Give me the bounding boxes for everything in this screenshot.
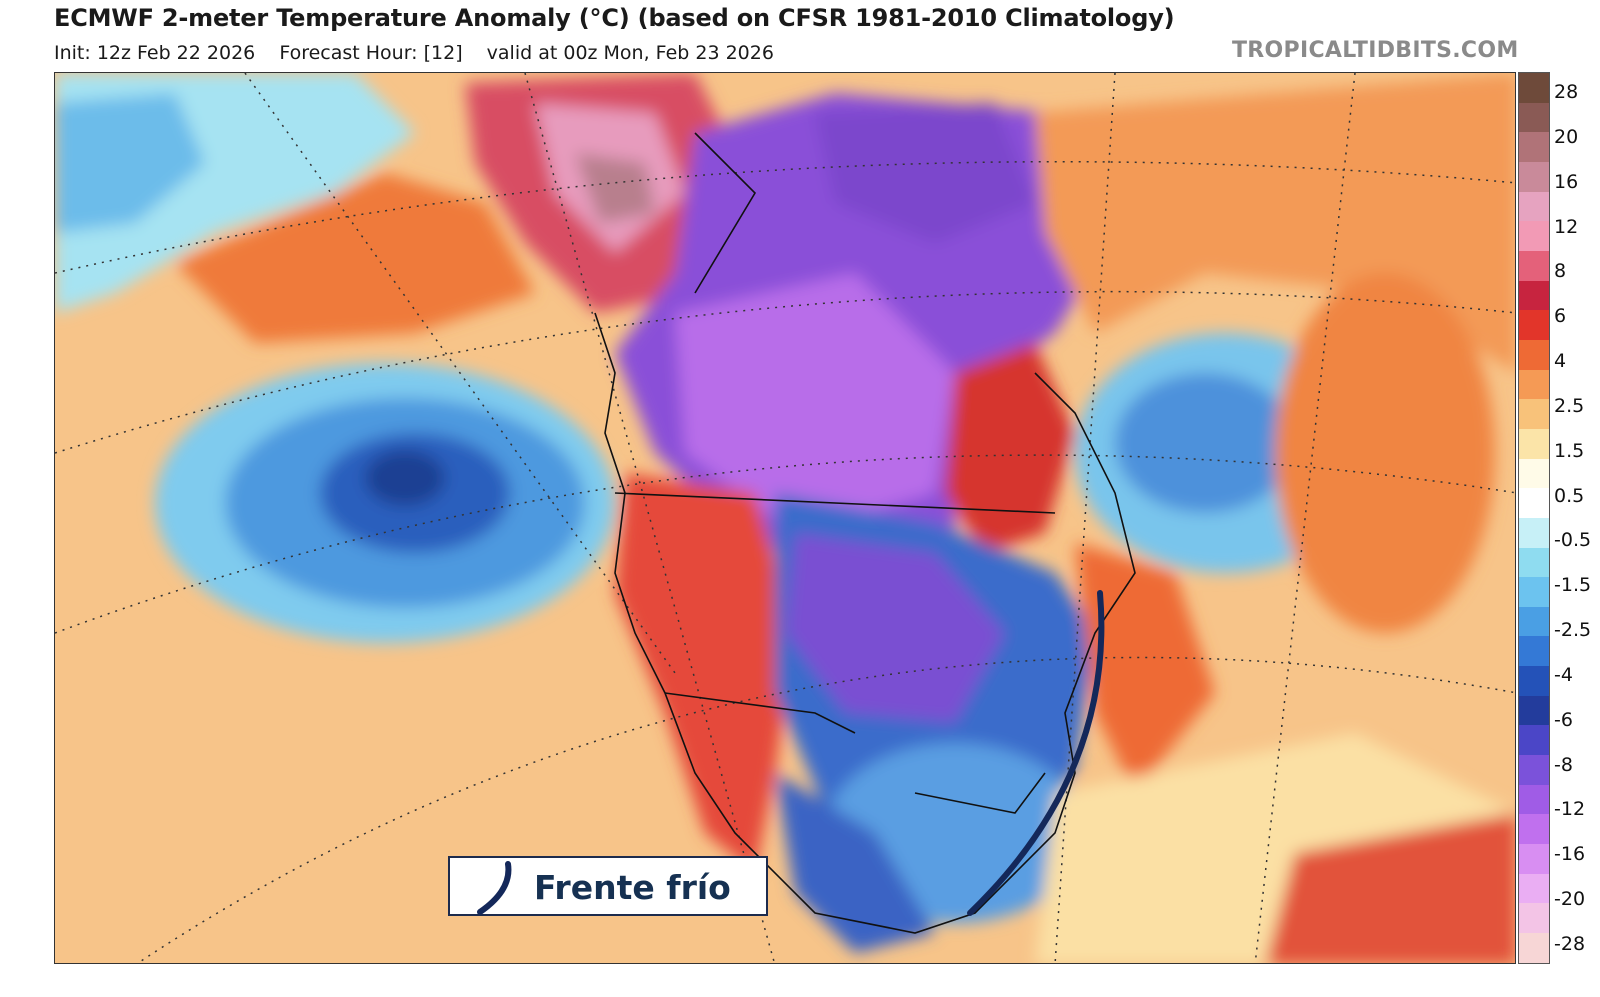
colorbar-tick-label: -28 — [1554, 933, 1586, 955]
colorbar-segment — [1519, 161, 1549, 192]
colorbar-tick-label: 28 — [1554, 81, 1579, 103]
colorbar-tick-label: -0.5 — [1554, 529, 1592, 552]
colorbar-segment — [1519, 310, 1549, 340]
colorbar-segment — [1519, 221, 1549, 251]
colorbar-segment — [1519, 488, 1549, 518]
colorbar-tick-label: -2.5 — [1554, 619, 1592, 642]
cold-front-legend-label: Frente frío — [534, 868, 731, 907]
anomaly-map — [54, 72, 1516, 964]
colorbar-segment — [1519, 844, 1549, 874]
valid-time: valid at 00z Mon, Feb 23 2026 — [486, 42, 774, 64]
colorbar-segment — [1519, 399, 1549, 429]
colorbar-segment — [1519, 933, 1549, 963]
colorbar-segment — [1519, 280, 1549, 311]
cold-front-legend: Frente frío — [448, 856, 768, 916]
colorbar-segment — [1519, 784, 1549, 815]
colorbar-segment — [1519, 132, 1549, 162]
colorbar-segment — [1519, 577, 1549, 607]
colorbar-segment — [1519, 814, 1549, 845]
colorbar-tick-label: 2.5 — [1554, 394, 1585, 417]
colorbar-tick-label: -1.5 — [1554, 574, 1592, 597]
colorbar-tick-label: 12 — [1554, 215, 1579, 238]
colorbar-tick-label: 6 — [1554, 305, 1567, 328]
colorbar-tick-label: -4 — [1554, 663, 1573, 686]
colorbar-tick-label: 1.5 — [1554, 439, 1585, 462]
colorbar-tick-label: -20 — [1554, 888, 1586, 911]
colorbar-tick-label: -8 — [1554, 753, 1573, 776]
cold-front-line — [967, 590, 1105, 916]
colorbar-segment — [1519, 191, 1549, 222]
colorbar-segment — [1519, 458, 1549, 489]
colorbar-segment — [1519, 102, 1549, 133]
colorbar-segment — [1519, 339, 1549, 370]
colorbar-segment — [1519, 73, 1549, 103]
colorbar-segment — [1519, 873, 1549, 904]
cold-front-legend-icon — [477, 861, 512, 915]
colorbar-tick-label: -16 — [1554, 843, 1586, 866]
anomaly-fields — [55, 73, 1515, 963]
graticule — [55, 73, 1515, 963]
colorbar-segment — [1519, 428, 1549, 459]
colorbar-segment — [1519, 636, 1549, 667]
colorbar-segment — [1519, 606, 1549, 637]
colorbar-segment — [1519, 666, 1549, 696]
coastlines — [594, 132, 1136, 934]
colorbar-tick-label: -6 — [1554, 708, 1573, 731]
map-canvas — [55, 73, 1515, 963]
brand-watermark: TROPICALTIDBITS.COM — [1232, 38, 1519, 63]
colorbar-segment — [1519, 725, 1549, 756]
colorbar-tick-label: 8 — [1554, 260, 1567, 283]
chart-title: ECMWF 2-meter Temperature Anomaly (°C) (… — [54, 4, 1175, 32]
colorbar-segment — [1519, 755, 1549, 785]
colorbar-segment — [1519, 695, 1549, 726]
chart-subtitle: Init: 12z Feb 22 2026 Forecast Hour: [12… — [54, 42, 792, 64]
colorbar-segment — [1519, 250, 1549, 281]
colorbar — [1518, 72, 1550, 964]
forecast-hour: Forecast Hour: [12] — [279, 42, 463, 64]
colorbar-tick-label: -12 — [1554, 798, 1586, 821]
colorbar-labels: 28 20 16 12 8 6 4 2.5 1.5 0.5 -0.5 -1.5 -2.5 -4 -6 -8 -1… — [1554, 72, 1600, 964]
colorbar-segment — [1519, 517, 1549, 548]
colorbar-tick-label: 20 — [1554, 125, 1579, 148]
colorbar-segment — [1519, 369, 1549, 400]
colorbar-segment — [1519, 547, 1549, 578]
colorbar-segment — [1519, 903, 1549, 934]
colorbar-tick-label: 16 — [1554, 170, 1579, 193]
colorbar-tick-label: 0.5 — [1554, 484, 1585, 507]
init-time: Init: 12z Feb 22 2026 — [54, 42, 256, 64]
colorbar-tick-label: 4 — [1554, 350, 1567, 373]
